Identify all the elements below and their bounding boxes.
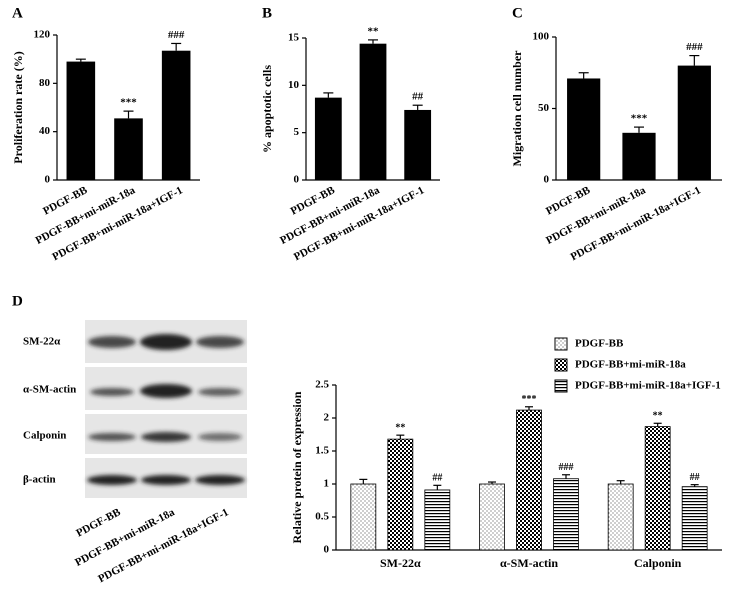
bar [479,483,505,551]
legend-label: PDGF-BB+mi-miR-18a+IGF-1 [575,380,721,392]
legend-label: PDGF-BB [575,338,624,350]
annotation: *** [522,394,537,405]
blot-row-label: Calponin [23,430,66,442]
y-tick-label: 15 [288,32,300,44]
annotation: ** [653,411,663,422]
panel-label: A [12,5,23,21]
bar [681,486,708,551]
legend-label: PDGF-BB+mi-miR-18a [575,359,686,371]
y-tick-label: 80 [39,77,51,89]
y-tick-label: 0 [324,544,330,556]
panel-label: D [12,293,23,309]
annotation: ### [559,462,574,473]
blot-image [85,320,247,498]
legend-swatch [554,379,568,393]
y-axis-label: Migration cell number [510,50,524,167]
y-tick-label: 0.5 [315,511,329,523]
y-tick-label: 2 [324,412,330,424]
x-tick-label: Calponin [634,556,682,570]
panel-label: B [262,5,272,21]
y-tick-label: 1 [324,478,330,490]
annotation: *** [120,97,137,109]
x-tick-label: PDGF-BB [544,184,593,218]
bar [161,50,191,181]
y-tick-label: 40 [39,125,51,137]
bar [644,426,671,551]
y-axis-label: Proliferation rate (%) [11,51,25,163]
blot-row-label: SM-22α [23,336,61,348]
bar [553,478,579,551]
x-tick-label: α-SM-actin [500,556,558,570]
y-tick-label: 1.5 [315,445,329,457]
y-tick-label: 50 [538,102,550,114]
annotation: ## [432,473,442,484]
y-axis-label: Relative protein of expression [290,391,304,543]
bar [114,118,143,180]
bar [404,109,432,180]
bar [350,483,377,551]
bar [387,438,414,551]
y-tick-label: 120 [34,29,51,41]
bar [359,43,387,181]
y-tick-label: 0 [294,174,300,186]
legend-swatch [554,337,568,351]
bar [567,78,601,180]
blot-row-label: α-SM-actin [23,384,76,396]
y-tick-label: 0 [544,174,550,186]
bar [424,489,451,551]
y-tick-label: 0 [45,174,51,186]
x-tick-label: SM-22α [380,556,421,570]
bar [66,61,96,181]
annotation: ## [412,91,424,103]
annotation: ** [395,422,405,433]
bar [622,132,656,180]
y-tick-label: 2.5 [315,379,329,391]
bar [677,65,711,180]
y-tick-label: 100 [533,31,550,43]
panel-label: C [512,5,523,21]
y-tick-label: 5 [294,126,300,138]
y-axis-label: % apoptotic cells [260,65,274,153]
bar [314,97,342,180]
annotation: *** [631,113,648,125]
annotation: ## [690,472,700,483]
annotation: ** [368,25,380,37]
y-tick-label: 10 [288,79,300,91]
bar [607,483,634,551]
annotation: ### [686,41,703,53]
blot-row-label: β-actin [23,474,56,486]
bar [516,409,542,551]
annotation: ### [168,29,185,41]
legend-swatch [554,358,568,372]
